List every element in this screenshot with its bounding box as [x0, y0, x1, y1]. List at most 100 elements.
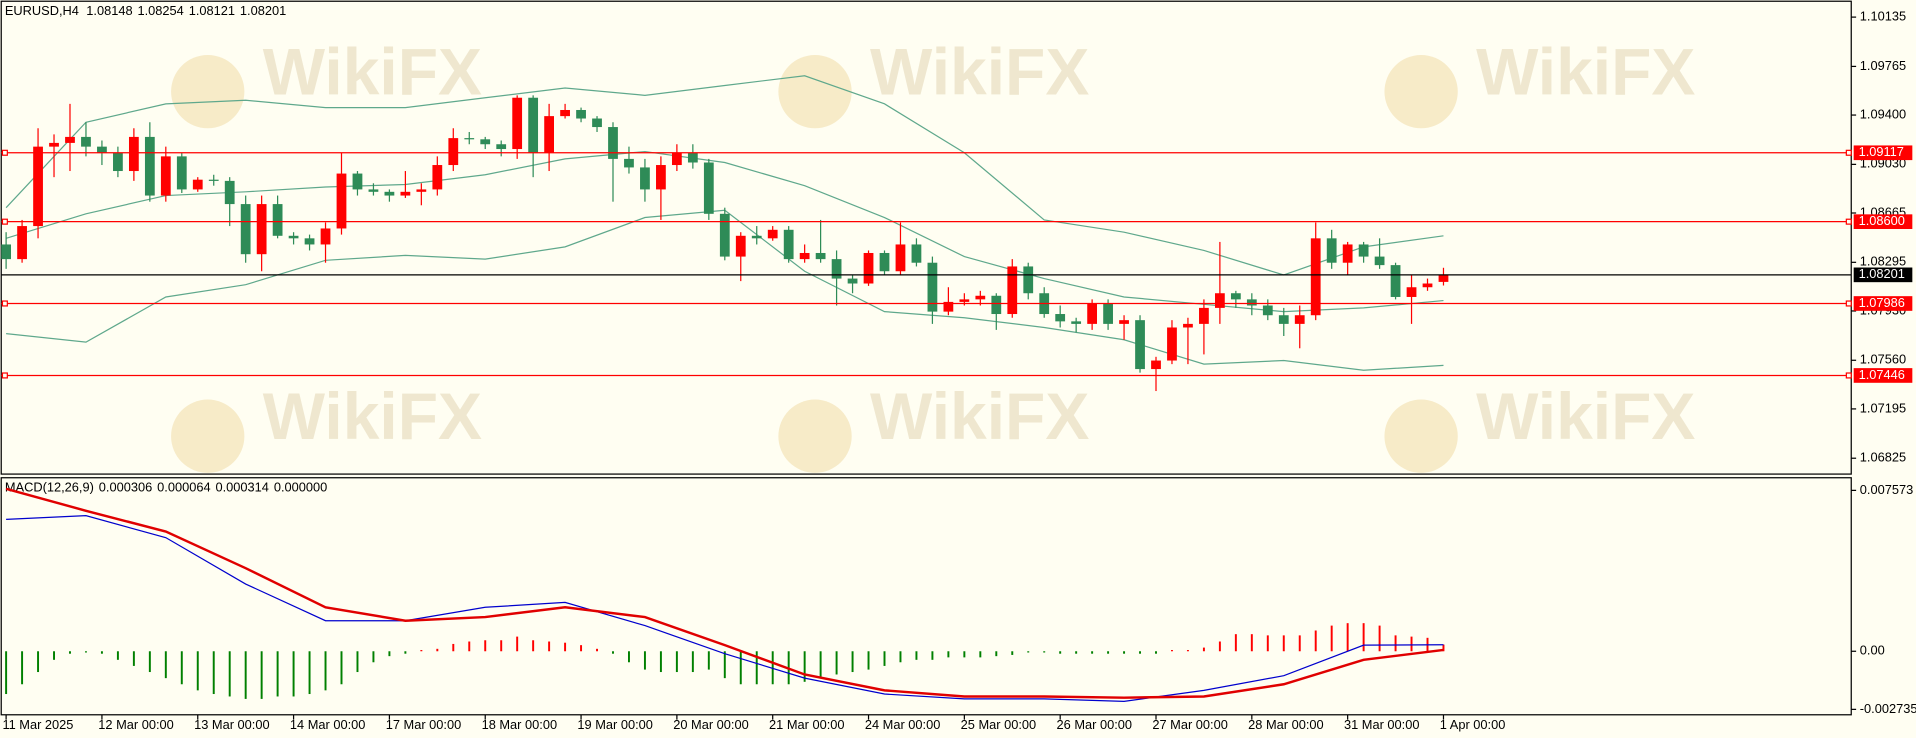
candle-body	[336, 173, 347, 229]
candle-body	[256, 204, 267, 255]
price-panel	[0, 0, 1852, 475]
candle-body	[1214, 293, 1225, 308]
y-tick-label: 1.09400	[1860, 106, 1906, 121]
y-tick-label: -0.002735	[1860, 701, 1916, 716]
candle-body	[1, 244, 11, 260]
x-tick-label: 1 Apr 00:00	[1440, 717, 1506, 732]
candle-body	[17, 226, 27, 260]
candle-body	[671, 152, 682, 166]
watermark-logo	[778, 54, 852, 129]
candle-body	[384, 191, 395, 196]
candle-body	[1230, 293, 1241, 300]
watermark-logo	[778, 399, 852, 473]
x-tick-label: 28 Mar 00:00	[1248, 717, 1324, 732]
candle-body	[97, 146, 107, 153]
y-tick-label: 0.00	[1860, 643, 1885, 658]
level-marker	[1, 300, 8, 307]
level-marker	[1, 149, 8, 156]
x-tick-label: 12 Mar 00:00	[98, 717, 174, 732]
candle-body	[1374, 256, 1385, 266]
last-price-label: 1.08201	[1859, 266, 1905, 281]
candle-body	[144, 136, 155, 196]
candle-body	[1167, 327, 1177, 361]
candle-body	[1342, 244, 1353, 263]
candle-body	[544, 116, 555, 153]
level-label: 1.07986	[1859, 295, 1905, 310]
candle-body	[1246, 299, 1257, 306]
candle-body	[1358, 244, 1369, 257]
candle-body	[1326, 238, 1337, 263]
candle-body	[560, 109, 570, 117]
candle-body	[224, 180, 235, 205]
close-value: 1.08201	[240, 4, 286, 19]
macd-value: 0.000314	[215, 480, 268, 495]
candle-body	[1103, 303, 1113, 324]
candle-body	[304, 238, 315, 245]
candle-body	[352, 173, 363, 190]
y-tick-label: 0.007573	[1860, 482, 1913, 497]
candle-body	[33, 146, 43, 227]
candle-body	[288, 235, 299, 239]
level-label: 1.07446	[1859, 367, 1905, 382]
level-marker	[1, 372, 8, 379]
candle-body	[272, 204, 283, 236]
candle-body	[927, 262, 938, 312]
x-tick-label: 20 Mar 00:00	[673, 717, 749, 732]
candle-body	[416, 189, 427, 192]
x-tick-label: 25 Mar 00:00	[961, 717, 1037, 732]
candle-body	[400, 191, 411, 196]
candle-body	[432, 165, 443, 190]
watermark-logo	[171, 54, 245, 129]
candle-body	[464, 138, 475, 140]
level-marker	[1845, 218, 1852, 225]
candle-body	[847, 278, 858, 284]
level-marker	[1845, 149, 1852, 156]
candle-body	[160, 156, 171, 196]
level-label-box	[1853, 368, 1913, 383]
candle-body	[1294, 315, 1305, 324]
level-label-box	[1853, 296, 1913, 311]
candle-body	[1199, 307, 1209, 324]
level-marker	[1845, 300, 1852, 307]
candle-body	[1151, 360, 1161, 370]
candle-body	[1007, 266, 1018, 315]
candle-body	[1406, 287, 1417, 297]
candle-body	[1422, 283, 1433, 288]
watermark: WikiFX	[870, 34, 1089, 108]
candle-body	[1390, 265, 1401, 297]
candle-body	[1023, 266, 1034, 294]
candle-body	[1119, 320, 1129, 324]
candle-body	[1262, 305, 1273, 316]
level-label-box	[1853, 145, 1913, 161]
candle-body	[81, 136, 91, 147]
candle-body	[703, 162, 714, 214]
x-tick-label: 27 Mar 00:00	[1152, 717, 1228, 732]
last-price-box	[1853, 267, 1913, 283]
candle-body	[975, 295, 986, 300]
watermark-logo	[1384, 399, 1458, 473]
watermark: WikiFX	[263, 379, 482, 453]
candle-body	[1055, 314, 1066, 322]
candle-body	[240, 204, 251, 255]
x-tick-label: 24 Mar 00:00	[865, 717, 941, 732]
watermark-logo	[171, 399, 245, 473]
candle-body	[767, 229, 778, 239]
watermark: WikiFX	[1476, 379, 1695, 453]
candle-body	[1438, 274, 1449, 282]
x-tick-label: 14 Mar 00:00	[290, 717, 366, 732]
candle-body	[943, 301, 954, 312]
candle-body	[528, 97, 539, 153]
candle-body	[783, 229, 794, 260]
candle-body	[192, 179, 203, 190]
level-label: 1.08600	[1859, 213, 1905, 228]
symbol: EURUSD,H4	[5, 4, 79, 19]
high-value: 1.08254	[137, 4, 183, 19]
y-tick-label: 1.07560	[1860, 352, 1906, 367]
candle-body	[1087, 303, 1098, 324]
watermark: WikiFX	[870, 379, 1089, 453]
candle-body	[799, 252, 810, 260]
candle-body	[735, 235, 746, 257]
candle-body	[640, 167, 650, 190]
